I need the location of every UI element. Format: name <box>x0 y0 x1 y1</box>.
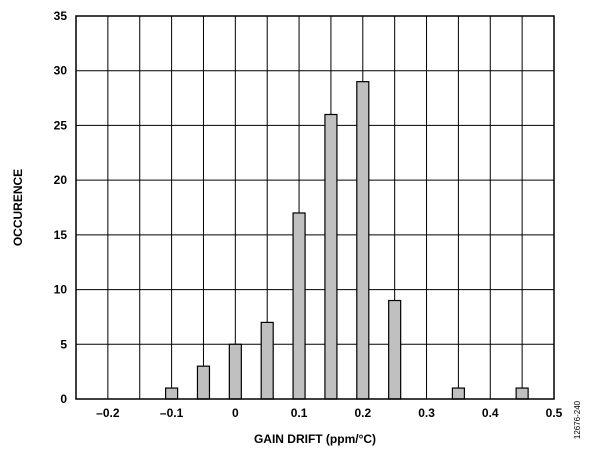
y-tick-label: 30 <box>54 64 68 78</box>
bars-group <box>165 81 529 400</box>
y-tick-label: 15 <box>54 228 68 242</box>
x-tick-label: 0 <box>232 406 239 420</box>
x-tick-label: 0.3 <box>418 406 435 420</box>
plot-frame <box>75 15 555 400</box>
grid-lines <box>76 16 554 399</box>
x-tick-labels: –0.2 –0.1 0 0.1 0.2 0.3 0.4 0.5 <box>96 406 562 420</box>
histogram-bar <box>356 81 370 400</box>
x-tick-label: –0.1 <box>160 406 184 420</box>
x-tick-label: 0.1 <box>291 406 308 420</box>
histogram-bar <box>165 387 179 400</box>
x-tick-label: –0.2 <box>96 406 120 420</box>
histogram-bar <box>196 365 211 400</box>
y-tick-label: 0 <box>60 392 67 406</box>
histogram-bar <box>451 387 465 400</box>
histogram-bar <box>228 343 242 400</box>
histogram-bar <box>388 299 402 400</box>
histogram-bar <box>260 321 274 400</box>
histogram-bar <box>292 212 306 400</box>
y-tick-label: 35 <box>54 9 68 23</box>
x-axis-title: GAIN DRIFT (ppm/°C) <box>254 432 376 446</box>
y-tick-label: 20 <box>54 173 68 187</box>
x-tick-label: 0.5 <box>546 406 563 420</box>
y-tick-label: 10 <box>54 283 68 297</box>
y-tick-labels: 0 5 10 15 20 25 30 35 <box>54 9 68 406</box>
y-tick-label: 25 <box>54 118 68 132</box>
histogram-bar <box>324 113 338 400</box>
figure-id-label: 12676-240 <box>573 400 582 439</box>
y-axis-title: OCCURENCE <box>11 169 25 246</box>
histogram-bar <box>515 387 529 400</box>
x-tick-label: 0.4 <box>482 406 499 420</box>
y-tick-label: 5 <box>60 337 67 351</box>
x-tick-label: 0.2 <box>354 406 371 420</box>
